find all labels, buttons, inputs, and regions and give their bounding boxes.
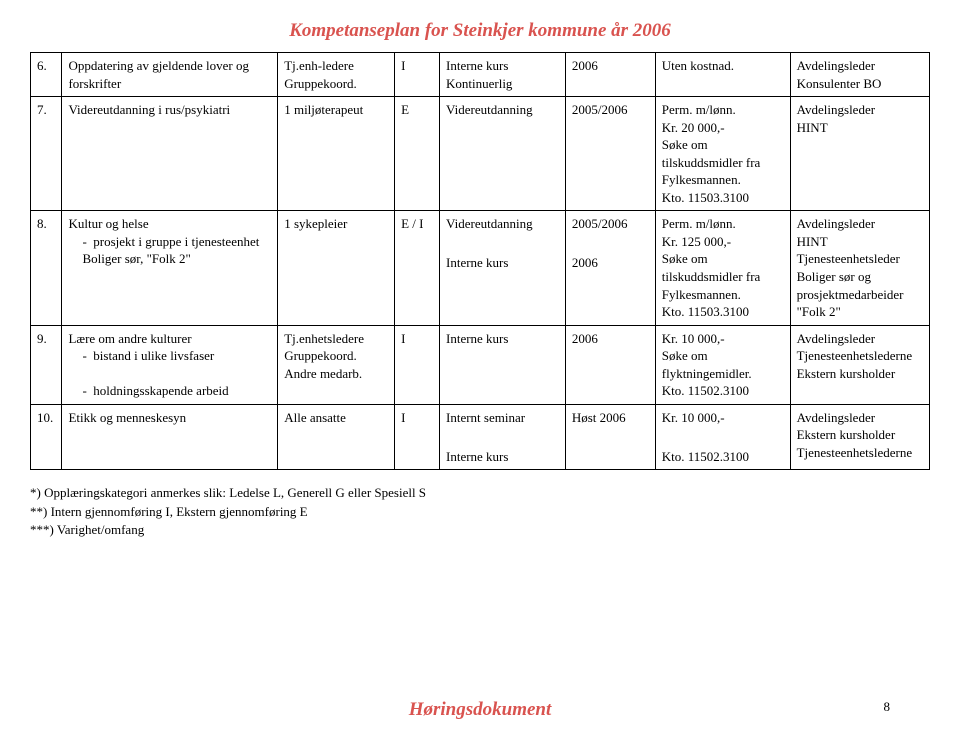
cell-type: Internt seminarInterne kurs	[440, 404, 566, 470]
cell-type: Interne kursKontinuerlig	[440, 53, 566, 97]
competency-table: 6.Oppdatering av gjeldende lover og fors…	[30, 52, 930, 470]
table-row: 10.Etikk og menneskesynAlle ansatteIInte…	[31, 404, 930, 470]
footnote-line: *) Opplæringskategori anmerkes slik: Led…	[30, 484, 930, 502]
cell-who: 1 miljøterapeut	[278, 97, 395, 211]
cell-num: 8.	[31, 211, 62, 325]
page-number: 8	[884, 699, 891, 715]
cell-cost: Perm. m/lønn.Kr. 125 000,-Søke om tilsku…	[655, 211, 790, 325]
cell-num: 9.	[31, 325, 62, 404]
table-row: 6.Oppdatering av gjeldende lover og fors…	[31, 53, 930, 97]
footnotes: *) Opplæringskategori anmerkes slik: Led…	[30, 484, 930, 539]
cell-cat: I	[395, 325, 440, 404]
cell-who: 1 sykepleier	[278, 211, 395, 325]
cell-resp: AvdelingslederHINT	[790, 97, 929, 211]
cell-when: 2006	[565, 325, 655, 404]
table-row: 7.Videreutdanning i rus/psykiatri1 miljø…	[31, 97, 930, 211]
page-title: Kompetanseplan for Steinkjer kommune år …	[30, 20, 930, 42]
cell-num: 6.	[31, 53, 62, 97]
cell-type: Videreutdanning	[440, 97, 566, 211]
cell-topic: Oppdatering av gjeldende lover og forskr…	[62, 53, 278, 97]
cell-when: 2006	[565, 53, 655, 97]
table-row: 9.Lære om andre kulturer- bistand i ulik…	[31, 325, 930, 404]
cell-who: Tj.enhetsledereGruppekoord.Andre medarb.	[278, 325, 395, 404]
cell-cost: Kr. 10 000,-Kto. 11502.3100	[655, 404, 790, 470]
cell-topic: Videreutdanning i rus/psykiatri	[62, 97, 278, 211]
cell-resp: AvdelingslederKonsulenter BO	[790, 53, 929, 97]
cell-when: 2005/20062006	[565, 211, 655, 325]
cell-cat: E	[395, 97, 440, 211]
cell-resp: AvdelingslederTjenesteenhetslederneEkste…	[790, 325, 929, 404]
cell-who: Tj.enh-ledereGruppekoord.	[278, 53, 395, 97]
cell-type: VidereutdanningInterne kurs	[440, 211, 566, 325]
cell-num: 10.	[31, 404, 62, 470]
footnote-line: ***) Varighet/omfang	[30, 521, 930, 539]
cell-cost: Uten kostnad.	[655, 53, 790, 97]
cell-who: Alle ansatte	[278, 404, 395, 470]
cell-cost: Perm. m/lønn.Kr. 20 000,-Søke om tilskud…	[655, 97, 790, 211]
cell-cost: Kr. 10 000,-Søke om flyktningemidler.Kto…	[655, 325, 790, 404]
cell-when: 2005/2006	[565, 97, 655, 211]
cell-topic: Kultur og helse- prosjekt i gruppe i tje…	[62, 211, 278, 325]
cell-resp: AvdelingslederHINTTjenesteenhetsleder Bo…	[790, 211, 929, 325]
cell-cat: I	[395, 53, 440, 97]
cell-topic: Lære om andre kulturer- bistand i ulike …	[62, 325, 278, 404]
cell-cat: I	[395, 404, 440, 470]
cell-num: 7.	[31, 97, 62, 211]
footer: Høringsdokument 8	[30, 699, 930, 721]
cell-topic: Etikk og menneskesyn	[62, 404, 278, 470]
footnote-line: **) Intern gjennomføring I, Ekstern gjen…	[30, 503, 930, 521]
cell-resp: AvdelingslederEkstern kursholderTjeneste…	[790, 404, 929, 470]
cell-cat: E / I	[395, 211, 440, 325]
cell-when: Høst 2006	[565, 404, 655, 470]
table-row: 8.Kultur og helse- prosjekt i gruppe i t…	[31, 211, 930, 325]
cell-type: Interne kurs	[440, 325, 566, 404]
footer-title: Høringsdokument	[409, 699, 552, 720]
